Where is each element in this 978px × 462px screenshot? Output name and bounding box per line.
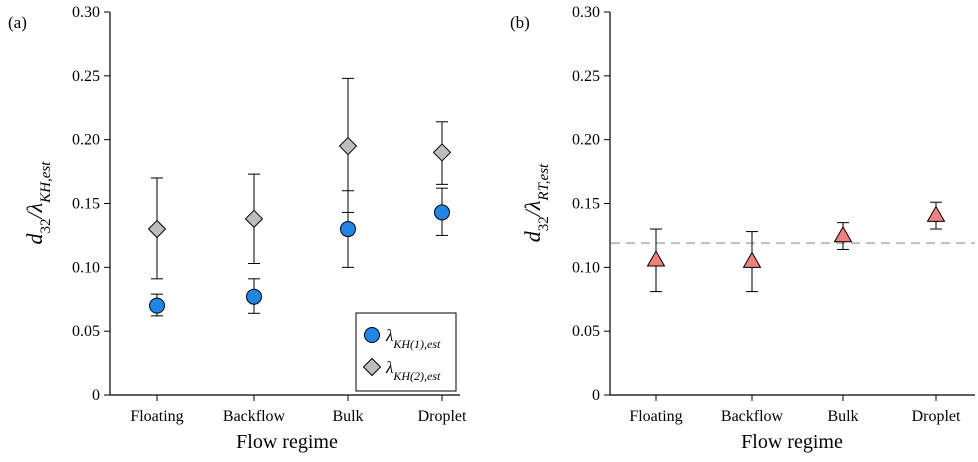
data-point bbox=[434, 204, 450, 221]
data-point bbox=[338, 136, 358, 156]
y-tick-label: 0.05 bbox=[572, 323, 600, 340]
legend-entry: λKH(1),est bbox=[385, 326, 441, 351]
y-axis-title: d32/λRT,est bbox=[520, 163, 552, 242]
y-tick-label: 0.10 bbox=[572, 259, 600, 276]
x-tick-label: Floating bbox=[130, 408, 183, 425]
panel-label: (a) bbox=[8, 13, 27, 32]
x-tick-label: Bulk bbox=[827, 408, 858, 425]
y-tick-label: 0.25 bbox=[72, 68, 100, 85]
y-axis-title: d32/λKH,est bbox=[22, 161, 54, 245]
x-tick-label: Backflow bbox=[721, 408, 784, 425]
data-point bbox=[340, 221, 356, 238]
legend-marker bbox=[362, 357, 382, 377]
x-axis-title: Flow regime bbox=[741, 431, 843, 453]
y-tick-label: 0.15 bbox=[572, 196, 600, 213]
y-tick-label: 0.20 bbox=[72, 132, 100, 149]
legend-box bbox=[355, 312, 457, 392]
data-point bbox=[432, 143, 452, 162]
legend-marker bbox=[364, 327, 380, 343]
x-tick-label: Droplet bbox=[912, 408, 961, 425]
x-tick-label: Bulk bbox=[332, 408, 363, 425]
y-tick-label: 0 bbox=[592, 387, 600, 404]
y-tick-label: 0.20 bbox=[572, 132, 600, 149]
data-point bbox=[244, 209, 264, 229]
y-tick-label: 0.10 bbox=[72, 259, 100, 276]
data-point bbox=[246, 288, 262, 305]
legend-entry: λKH(2),est bbox=[385, 358, 441, 383]
x-tick-label: Droplet bbox=[418, 408, 467, 425]
panel-a: 0 0.05 0.10 0.15 0.20 0.25 0.30 Floating Backflo… bbox=[8, 4, 467, 453]
y-tick-label: 0.25 bbox=[572, 68, 600, 85]
y-tick-label: 0.30 bbox=[72, 4, 100, 21]
x-tick-label: Floating bbox=[629, 408, 682, 425]
data-point bbox=[742, 251, 762, 268]
x-tick-label: Backflow bbox=[223, 408, 286, 425]
data-point bbox=[147, 219, 167, 239]
data-point bbox=[833, 225, 853, 243]
y-tick-label: 0.05 bbox=[72, 323, 100, 340]
data-point bbox=[926, 205, 946, 222]
y-tick-label: 0 bbox=[92, 387, 100, 404]
legend: λKH(1),est λKH(2),est bbox=[355, 312, 457, 392]
data-point bbox=[646, 250, 666, 267]
y-tick-label: 0.30 bbox=[572, 4, 600, 21]
x-axis-title: Flow regime bbox=[236, 431, 338, 453]
panel-label: (b) bbox=[510, 13, 530, 32]
data-point bbox=[149, 297, 165, 314]
panel-b: 0 0.05 0.10 0.15 0.20 0.25 0.30 Floating Backflo… bbox=[510, 4, 975, 453]
y-tick-label: 0.15 bbox=[72, 196, 100, 213]
